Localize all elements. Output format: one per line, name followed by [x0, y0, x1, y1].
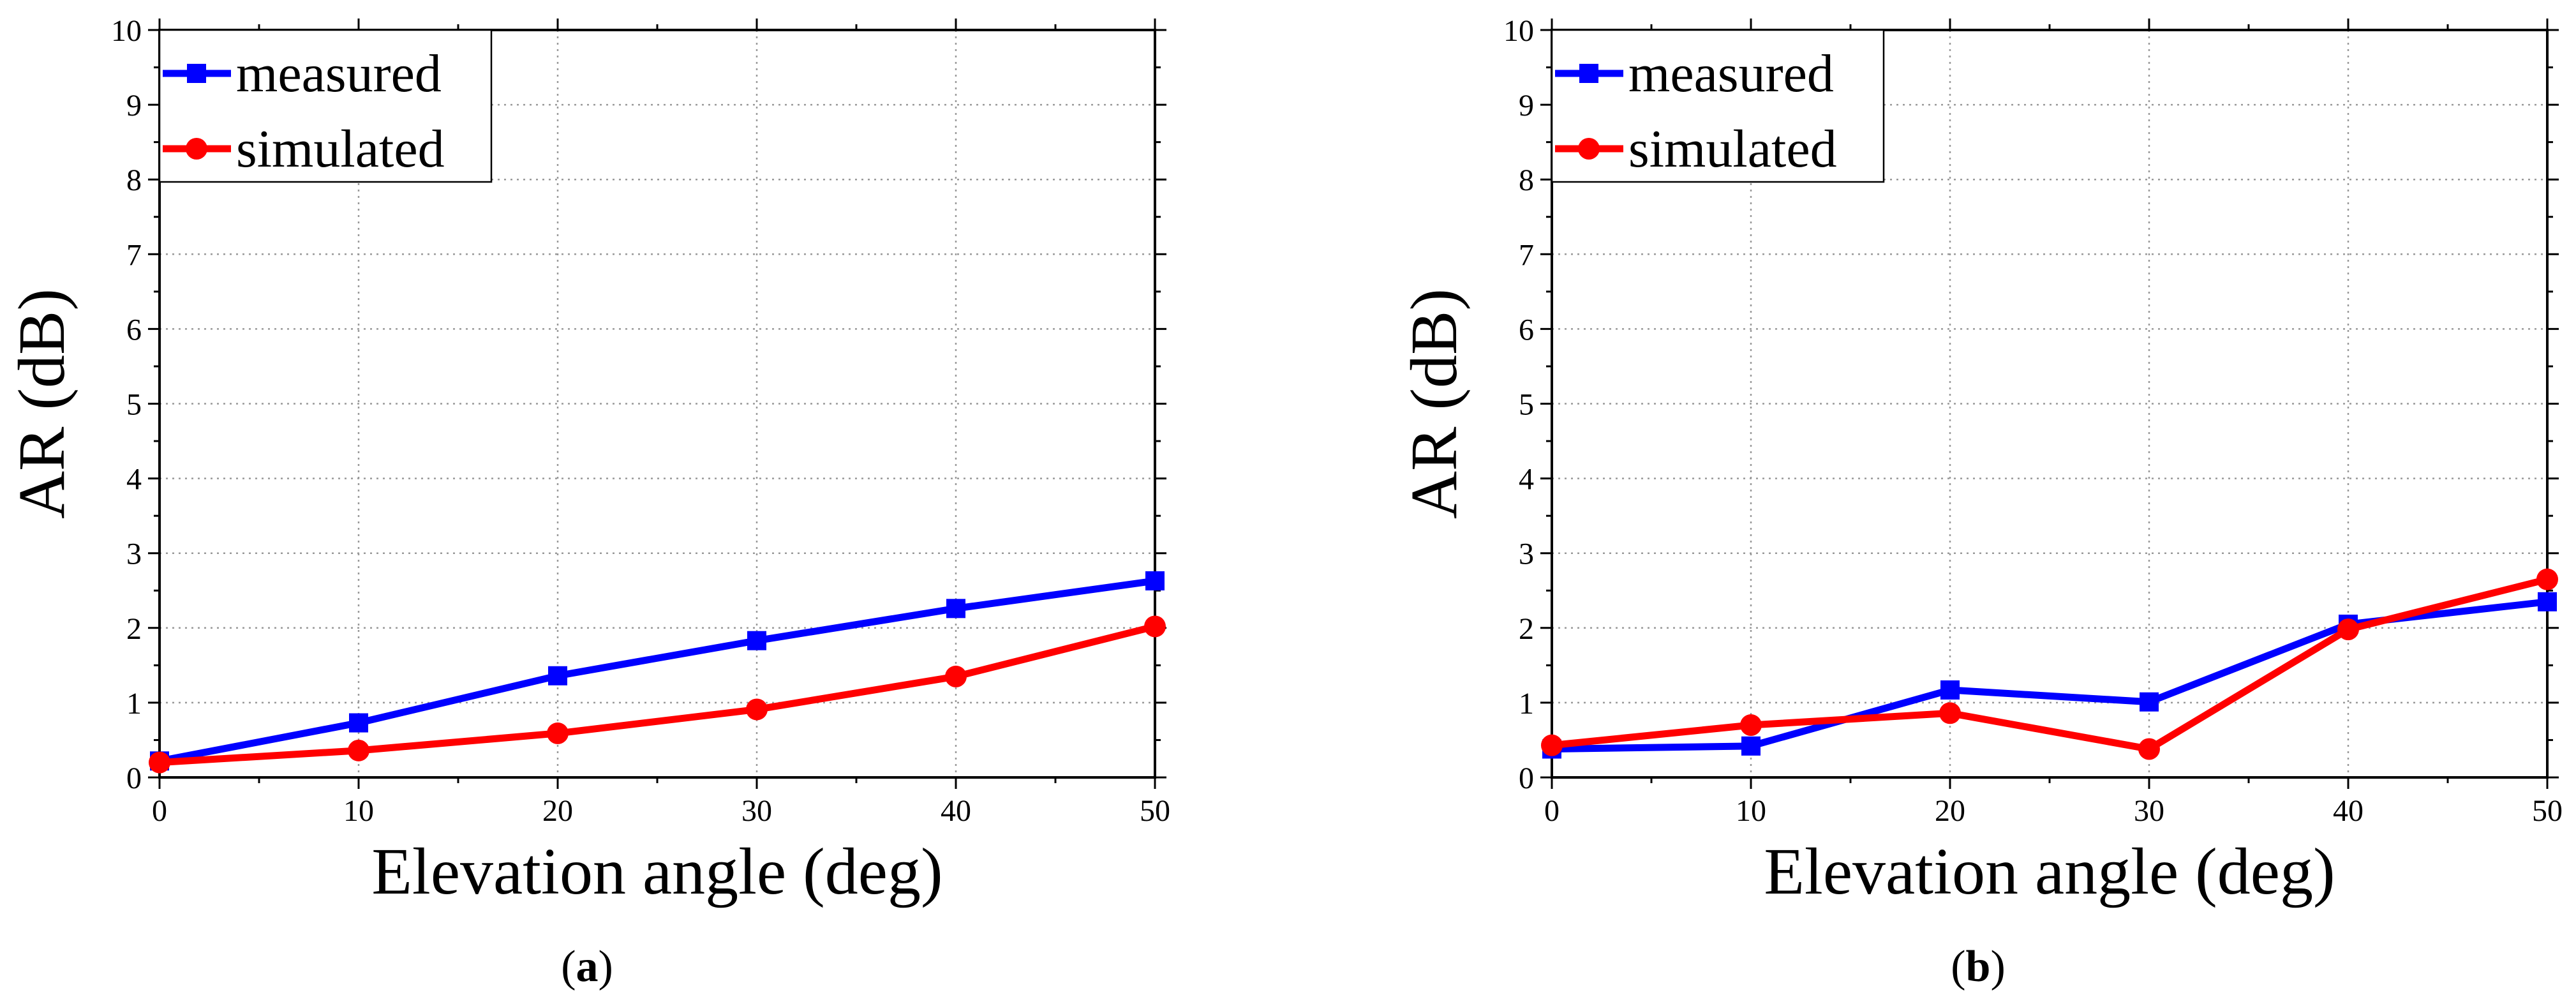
data-point-measured [946, 599, 965, 618]
legend-label-simulated: simulated [1628, 119, 1837, 179]
data-point-measured [747, 631, 766, 650]
data-point-measured [2140, 692, 2159, 712]
y-tick-label: 6 [126, 313, 142, 347]
legend-marker-simulated [1578, 138, 1600, 160]
legend: measured simulated [1551, 29, 1885, 183]
x-tick-label: 20 [1935, 794, 1965, 828]
x-axis-title: Elevation angle (deg) [371, 835, 942, 908]
y-tick-label: 1 [126, 687, 142, 721]
x-axis-title: Elevation angle (deg) [1764, 835, 2335, 908]
y-tick-label: 2 [1519, 612, 1534, 646]
x-tick-label: 0 [1544, 794, 1560, 828]
x-tick-label: 20 [542, 794, 573, 828]
legend-marker-simulated [186, 138, 207, 160]
x-tick-label: 10 [343, 794, 374, 828]
data-point-simulated [1939, 702, 1961, 724]
y-tick-label: 2 [126, 612, 142, 646]
chart-panel-1: 0 10 20 30 40 50 0 1 2 3 4 5 6 7 8 9 10 measured simulated… [5, 14, 1170, 991]
chart-panel-2: 0 10 20 30 40 50 0 1 2 3 4 5 6 7 8 9 10 measured simulated… [1397, 14, 2563, 991]
data-point-measured [2538, 592, 2557, 611]
series-line-simulated [1551, 576, 2549, 753]
panel-label-letter: a [576, 942, 599, 991]
series-line-measured [158, 577, 1156, 765]
x-tick-label: 40 [2333, 794, 2364, 828]
y-tick-label: 0 [1519, 761, 1534, 795]
legend-label-simulated: simulated [236, 119, 445, 179]
data-point-measured [1145, 571, 1165, 591]
data-point-simulated [1144, 615, 1166, 638]
legend-label-measured: measured [1628, 44, 1834, 103]
data-point-simulated [348, 739, 369, 761]
data-point-simulated [547, 722, 569, 744]
y-tick-label: 4 [1519, 463, 1534, 497]
y-tick-label: 8 [1519, 163, 1534, 197]
y-tick-label: 1 [1519, 687, 1534, 721]
y-tick-label: 10 [111, 14, 142, 48]
y-tick-label: 9 [1519, 89, 1534, 123]
legend: measured simulated [158, 29, 493, 183]
panel-label-close: ) [599, 942, 613, 991]
data-point-simulated [746, 698, 768, 721]
panel-label-letter: b [1966, 942, 1991, 991]
x-tick-label: 40 [941, 794, 971, 828]
legend-marker-measured [1579, 64, 1598, 83]
data-point-measured [1741, 736, 1761, 756]
data-point-measured [1940, 680, 1960, 700]
y-tick-label: 7 [126, 238, 142, 272]
y-tick-label: 5 [1519, 388, 1534, 422]
panel-label-open: ( [1951, 942, 1965, 991]
x-tick-label: 50 [1140, 794, 1170, 828]
x-tick-label: 30 [2134, 794, 2164, 828]
data-point-simulated [2536, 568, 2558, 590]
y-tick-label: 0 [126, 761, 142, 795]
panel-label-open: ( [561, 942, 576, 991]
y-tick-label: 4 [126, 463, 142, 497]
legend-box [1551, 29, 1885, 183]
y-tick-label: 10 [1503, 14, 1534, 48]
x-tick-label: 30 [741, 794, 772, 828]
panel-label-close: ) [1990, 942, 2005, 991]
x-tick-label: 50 [2532, 794, 2563, 828]
y-tick-label: 3 [1519, 537, 1534, 571]
y-tick-label: 3 [126, 537, 142, 571]
y-tick-label: 9 [126, 89, 142, 123]
x-tick-label: 0 [152, 794, 167, 828]
data-point-simulated [2337, 618, 2359, 641]
x-tick-label: 10 [1736, 794, 1766, 828]
data-point-simulated [945, 665, 967, 687]
plot-frame [1551, 29, 2549, 779]
y-axis-title: AR (dB) [5, 288, 78, 519]
data-point-simulated [1740, 714, 1762, 737]
legend-marker-measured [187, 64, 206, 83]
legend-box [158, 29, 493, 183]
y-tick-label: 7 [1519, 238, 1534, 272]
panel-label: (b) [1951, 942, 2006, 991]
legend-label-measured: measured [236, 44, 442, 103]
data-point-simulated [1541, 734, 1563, 756]
y-tick-label: 8 [126, 163, 142, 197]
series-line-simulated [159, 623, 1156, 767]
data-point-simulated [2138, 738, 2160, 760]
panel-label: (a) [561, 942, 613, 991]
data-point-measured [548, 666, 567, 686]
y-tick-label: 6 [1519, 313, 1534, 347]
plot-frame [158, 29, 1156, 779]
data-point-measured [349, 713, 368, 733]
y-tick-label: 5 [126, 388, 142, 422]
data-point-simulated [149, 751, 170, 774]
y-axis-title: AR (dB) [1397, 288, 1471, 519]
